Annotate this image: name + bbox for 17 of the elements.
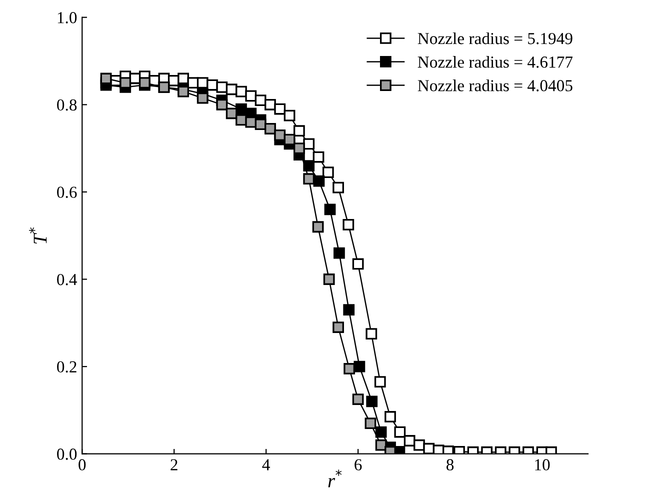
x-tick-label: 6 xyxy=(354,459,362,470)
legend-label: Nozzle radius = 5.1949 xyxy=(418,32,572,44)
x-tick-label: 8 xyxy=(446,459,454,470)
y-axis-title: T$^{*}$ xyxy=(29,227,47,244)
y-tick-label: 0.4 xyxy=(57,274,78,286)
x-tick-label: 2 xyxy=(170,459,178,470)
y-tick-label: 0.6 xyxy=(57,186,77,198)
x-tick-label: 4 xyxy=(262,459,270,470)
x-axis-title: r$^{*}$ xyxy=(328,470,342,488)
x-tick-label: 0 xyxy=(78,459,86,470)
y-tick-label: 1.0 xyxy=(58,12,77,24)
y-tick-label: 0.2 xyxy=(57,361,76,373)
legend-label: Nozzle radius = 4.6177 xyxy=(418,56,573,68)
x-tick-label: 10 xyxy=(535,459,550,470)
legend-label: Nozzle radius = 4.0405 xyxy=(418,80,572,92)
y-tick-label: 0.0 xyxy=(57,448,77,460)
y-tick-label: 0.8 xyxy=(57,99,77,111)
